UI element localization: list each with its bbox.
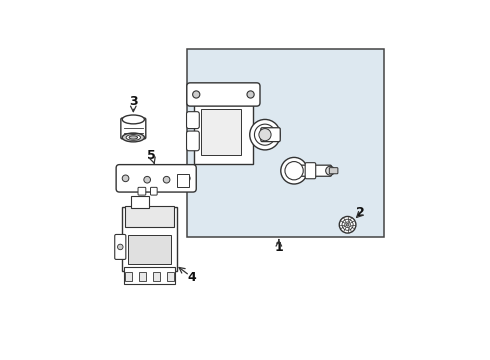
Circle shape: [285, 162, 303, 180]
Text: 1: 1: [274, 241, 283, 254]
FancyBboxPatch shape: [125, 206, 174, 227]
Circle shape: [193, 91, 200, 98]
Circle shape: [254, 124, 275, 145]
FancyBboxPatch shape: [139, 272, 146, 281]
Ellipse shape: [129, 136, 138, 139]
Circle shape: [326, 166, 335, 175]
FancyBboxPatch shape: [187, 83, 260, 106]
FancyBboxPatch shape: [116, 165, 196, 192]
FancyBboxPatch shape: [187, 131, 199, 151]
Circle shape: [247, 91, 254, 98]
FancyBboxPatch shape: [153, 272, 160, 281]
FancyBboxPatch shape: [187, 112, 199, 129]
Circle shape: [163, 176, 170, 183]
FancyBboxPatch shape: [125, 272, 132, 281]
Text: 4: 4: [187, 271, 196, 284]
Text: 5: 5: [147, 149, 156, 162]
FancyBboxPatch shape: [293, 165, 332, 176]
Ellipse shape: [122, 133, 145, 142]
Text: 3: 3: [129, 95, 138, 108]
FancyBboxPatch shape: [128, 235, 171, 264]
Circle shape: [250, 120, 280, 150]
Circle shape: [259, 129, 271, 141]
FancyBboxPatch shape: [201, 109, 241, 155]
FancyBboxPatch shape: [167, 272, 173, 281]
Circle shape: [346, 223, 349, 226]
FancyBboxPatch shape: [329, 168, 338, 174]
Circle shape: [144, 176, 150, 183]
Circle shape: [281, 157, 307, 184]
FancyBboxPatch shape: [130, 195, 149, 208]
Ellipse shape: [126, 135, 141, 140]
Circle shape: [146, 243, 153, 251]
FancyBboxPatch shape: [187, 49, 384, 237]
FancyBboxPatch shape: [195, 100, 252, 164]
FancyBboxPatch shape: [138, 187, 146, 195]
FancyBboxPatch shape: [305, 163, 316, 179]
Circle shape: [183, 175, 190, 182]
FancyBboxPatch shape: [123, 267, 175, 284]
FancyBboxPatch shape: [115, 234, 126, 260]
Circle shape: [122, 175, 129, 182]
Text: 2: 2: [356, 206, 365, 219]
FancyBboxPatch shape: [261, 128, 280, 141]
FancyBboxPatch shape: [150, 187, 157, 195]
Ellipse shape: [122, 115, 145, 124]
FancyBboxPatch shape: [122, 207, 177, 270]
Circle shape: [118, 244, 123, 250]
FancyBboxPatch shape: [121, 118, 146, 139]
FancyBboxPatch shape: [177, 174, 189, 186]
Circle shape: [339, 216, 356, 233]
